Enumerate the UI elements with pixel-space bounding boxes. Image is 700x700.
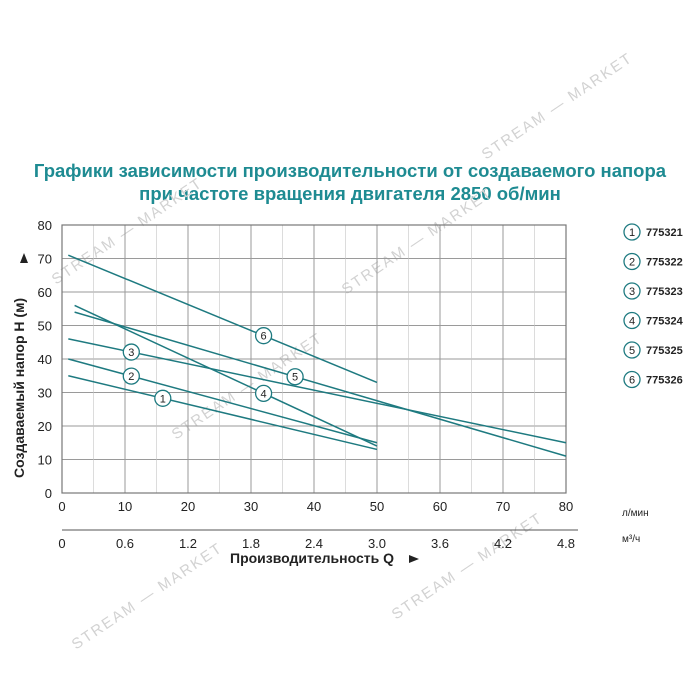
legend-marker-label: 2: [629, 257, 635, 269]
x-tick-label-m3h: 0.6: [116, 536, 134, 551]
x-tick-label-lpm: 50: [370, 499, 384, 514]
legend-item-code: 775321: [646, 227, 683, 239]
series-line-775324: [74, 304, 378, 447]
legend-item-code: 775324: [646, 316, 684, 328]
series-marker-circle: [254, 327, 273, 345]
y-tick-label: 10: [38, 453, 52, 468]
y-tick-label: 20: [38, 419, 52, 434]
x-tick-label-m3h: 1.2: [179, 536, 197, 551]
series-marker-label: 6: [261, 331, 267, 343]
series-marker-circle: [286, 368, 304, 386]
legend-item-code: 775323: [646, 286, 683, 298]
series-marker-circle: [122, 343, 140, 361]
x-tick-label-m3h: 0: [58, 536, 65, 551]
y-tick-label: 60: [38, 285, 52, 300]
watermark-text: STREAM — MARKET: [69, 539, 226, 653]
legend-item-code: 775326: [646, 375, 683, 387]
watermark-text: STREAM — MARKET: [389, 509, 546, 623]
legend-item-code: 775325: [646, 345, 683, 357]
series-line-775326: [68, 254, 378, 384]
series-line-775322: [68, 358, 378, 444]
series-line-775321: [68, 375, 378, 451]
x-tick-label-lpm: 40: [307, 499, 321, 514]
legend-marker-label: 3: [629, 286, 635, 298]
series-line-775323: [68, 338, 567, 444]
x-tick-label-lpm: 60: [433, 499, 447, 514]
x-unit-lpm: л/мин: [622, 508, 649, 519]
legend-marker-label: 4: [629, 316, 635, 328]
x-axis-title: Производительность Q: [230, 550, 394, 566]
y-tick-label: 50: [38, 319, 52, 334]
watermark-text: STREAM — MARKET: [339, 184, 496, 298]
x-tick-label-m3h: 4.2: [494, 536, 512, 551]
legend-marker-circle: [623, 223, 641, 241]
y-tick-label: 0: [45, 486, 52, 501]
x-tick-label-m3h: 4.8: [557, 536, 575, 551]
legend-marker-circle: [623, 282, 641, 300]
series-marker-circle: [122, 367, 140, 385]
x-tick-label-m3h: 3.6: [431, 536, 449, 551]
x-tick-label-m3h: 1.8: [242, 536, 260, 551]
series-line-775325: [74, 311, 567, 457]
x-unit-m3h: м³/ч: [622, 534, 640, 545]
y-tick-label: 80: [38, 218, 52, 233]
y-axis-arrow-icon: [20, 253, 28, 263]
chart-title: Графики зависимости производительности о…: [33, 160, 667, 181]
legend-marker-circle: [623, 370, 641, 389]
x-tick-label-lpm: 70: [496, 499, 510, 514]
chart-subtitle: при частоте вращения двигателя 2850 об/м…: [139, 183, 561, 204]
y-tick-label: 40: [38, 352, 52, 367]
watermark-text: STREAM — MARKET: [479, 49, 636, 163]
legend-item-code: 775322: [646, 257, 683, 269]
legend-marker-label: 1: [629, 227, 635, 239]
legend-marker-label: 5: [629, 345, 635, 357]
x-tick-label-lpm: 30: [244, 499, 258, 514]
x-tick-label-lpm: 0: [58, 499, 65, 514]
series-marker-label: 2: [128, 371, 134, 383]
series-marker-label: 3: [128, 347, 134, 359]
legend-marker-circle: [623, 311, 641, 330]
legend-marker-label: 6: [629, 375, 635, 387]
y-tick-label: 30: [38, 386, 52, 401]
series-marker-label: 5: [292, 372, 298, 384]
x-tick-label-lpm: 10: [118, 499, 132, 514]
x-tick-label-lpm: 80: [559, 499, 573, 514]
plot-frame: [61, 224, 567, 494]
watermark-text: STREAM — MARKET: [49, 174, 206, 288]
y-tick-label: 70: [38, 252, 52, 267]
x-tick-label-m3h: 3.0: [368, 536, 386, 551]
legend-marker-circle: [623, 252, 641, 271]
y-axis-title: Создаваемый напор H (м): [11, 298, 27, 478]
legend-marker-circle: [623, 341, 641, 359]
x-tick-label-m3h: 2.4: [305, 536, 323, 551]
series-marker-label: 4: [261, 388, 267, 400]
x-axis-arrow-icon: [409, 555, 419, 563]
series-marker-circle: [254, 384, 273, 402]
series-marker-label: 1: [160, 393, 166, 405]
series-marker-circle: [154, 389, 172, 407]
x-tick-label-lpm: 20: [181, 499, 195, 514]
